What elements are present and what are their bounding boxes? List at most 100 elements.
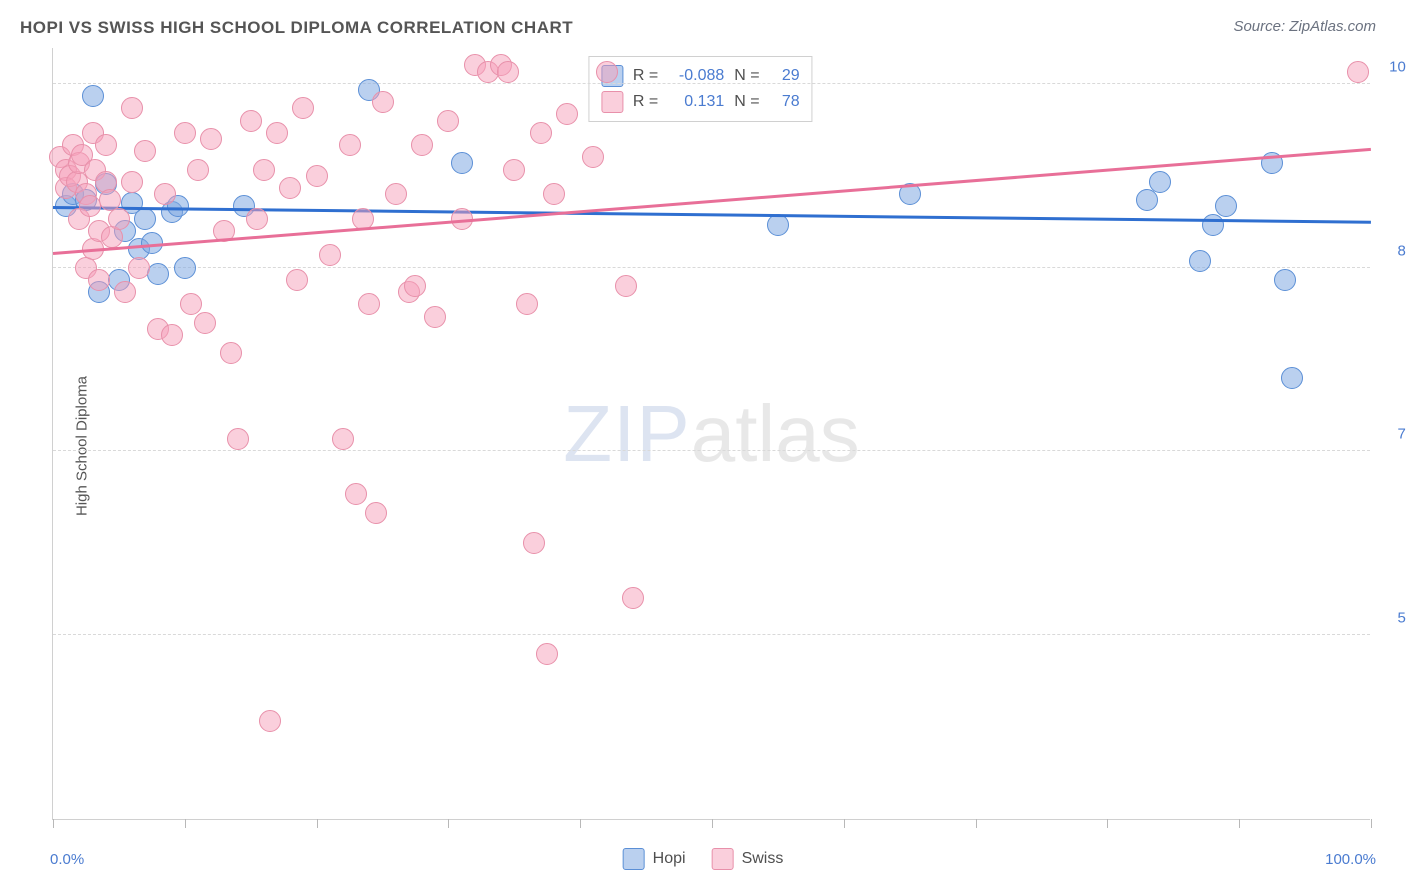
scatter-point [1189,250,1211,272]
scatter-point [404,275,426,297]
scatter-point [134,208,156,230]
x-tick [580,819,581,828]
r-label: R = [633,93,658,111]
scatter-point [451,152,473,174]
x-tick [185,819,186,828]
scatter-point [523,532,545,554]
scatter-point [556,103,578,125]
scatter-point [121,171,143,193]
scatter-point [292,97,314,119]
scatter-point [503,159,525,181]
legend-label: Swiss [742,850,784,868]
scatter-point [82,85,104,107]
scatter-point [1215,195,1237,217]
chart-title: HOPI VS SWISS HIGH SCHOOL DIPLOMA CORREL… [20,18,573,38]
scatter-point [240,110,262,132]
x-tick [1239,819,1240,828]
scatter-point [114,281,136,303]
scatter-point [1347,61,1369,83]
scatter-point [128,257,150,279]
scatter-point [306,165,328,187]
scatter-point [319,244,341,266]
watermark: ZIPatlas [563,388,859,480]
scatter-point [134,140,156,162]
y-tick-label: 100.0% [1380,58,1406,75]
scatter-point [286,269,308,291]
legend-item: Swiss [712,848,784,870]
scatter-point [424,306,446,328]
x-axis-max-label: 100.0% [1325,851,1376,868]
scatter-point [154,183,176,205]
scatter-point [174,122,196,144]
legend-label: Hopi [653,850,686,868]
n-value: 78 [770,93,800,111]
scatter-point [227,428,249,450]
scatter-point [1136,189,1158,211]
x-tick [448,819,449,828]
scatter-point [365,502,387,524]
scatter-point [622,587,644,609]
y-tick-label: 55.0% [1380,610,1406,627]
scatter-point [1281,367,1303,389]
scatter-point [497,61,519,83]
series-legend: Hopi Swiss [623,848,784,870]
scatter-point [385,183,407,205]
scatter-point [1149,171,1171,193]
scatter-point [437,110,459,132]
legend-swatch [712,848,734,870]
scatter-point [536,643,558,665]
scatter-point [174,257,196,279]
scatter-point [259,710,281,732]
legend-swatch [623,848,645,870]
scatter-point [279,177,301,199]
n-label: N = [734,93,759,111]
scatter-point [358,293,380,315]
source-attribution: Source: ZipAtlas.com [1233,18,1376,35]
scatter-point [339,134,361,156]
scatter-point [253,159,275,181]
gridline-horizontal [53,267,1370,268]
scatter-point [1274,269,1296,291]
scatter-point [95,134,117,156]
scatter-plot-area: ZIPatlas R =-0.088N =29R =0.131N =78 55.… [52,48,1370,820]
r-value: 0.131 [668,93,724,111]
scatter-point [79,195,101,217]
x-tick [976,819,977,828]
scatter-point [345,483,367,505]
x-tick [317,819,318,828]
y-tick-label: 70.0% [1380,426,1406,443]
scatter-point [194,312,216,334]
watermark-atlas: atlas [691,389,860,478]
scatter-point [516,293,538,315]
scatter-point [411,134,433,156]
stats-legend-row: R =-0.088N =29 [601,63,800,89]
scatter-point [246,208,268,230]
correlation-stats-legend: R =-0.088N =29 R = 0.131 N = 78 [588,56,813,122]
scatter-point [1202,214,1224,236]
stats-legend-row: R = 0.131 N = 78 [601,89,800,115]
scatter-point [108,208,130,230]
x-tick [53,819,54,828]
scatter-point [596,61,618,83]
watermark-zip: ZIP [563,389,690,478]
legend-item: Hopi [623,848,686,870]
scatter-point [266,122,288,144]
gridline-horizontal [53,83,1370,84]
scatter-point [615,275,637,297]
scatter-point [582,146,604,168]
scatter-point [187,159,209,181]
scatter-point [372,91,394,113]
gridline-horizontal [53,450,1370,451]
scatter-point [530,122,552,144]
scatter-point [147,263,169,285]
y-tick-label: 85.0% [1380,242,1406,259]
gridline-horizontal [53,634,1370,635]
scatter-point [200,128,222,150]
x-tick [1107,819,1108,828]
x-tick [712,819,713,828]
x-axis-min-label: 0.0% [50,851,84,868]
scatter-point [332,428,354,450]
scatter-point [121,97,143,119]
x-tick [844,819,845,828]
scatter-point [543,183,565,205]
